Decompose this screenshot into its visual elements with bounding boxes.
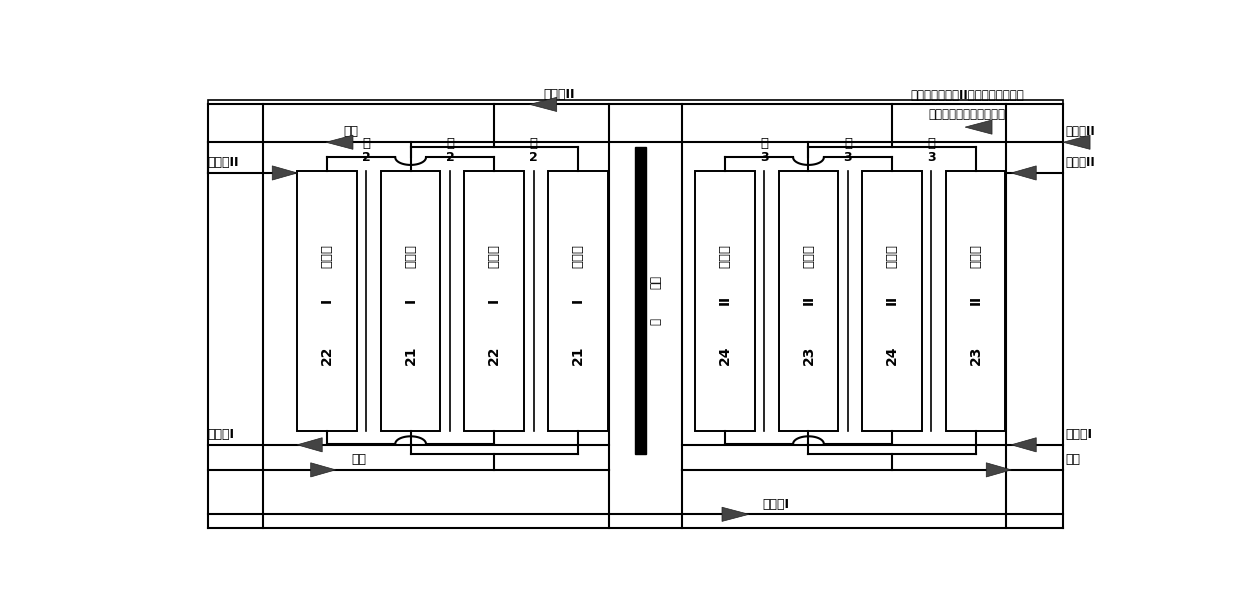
Text: 21: 21 [404,345,418,365]
Polygon shape [965,120,992,134]
Polygon shape [1012,438,1037,452]
Text: 3: 3 [928,151,936,164]
Text: 实心: 实心 [650,274,662,289]
Polygon shape [273,166,298,180]
Text: 板: 板 [650,319,662,325]
Text: 3: 3 [843,151,852,164]
Text: 扩散室: 扩散室 [885,244,899,268]
Text: Ⅰ: Ⅰ [487,298,501,303]
Polygon shape [298,438,322,452]
Bar [548,171,608,430]
Bar [696,171,755,430]
Text: 24: 24 [718,345,732,365]
Text: 渗析室: 渗析室 [802,244,815,268]
Text: 或原水与自来水的混合物: 或原水与自来水的混合物 [929,108,1006,121]
Bar [381,171,440,430]
Text: 2: 2 [362,151,371,164]
Text: 残酸: 残酸 [343,125,358,138]
Polygon shape [986,463,1012,477]
Text: 阴: 阴 [844,137,852,150]
Text: 自来水或渗析液II与自来水的混合物: 自来水或渗析液II与自来水的混合物 [910,89,1024,102]
Text: 21: 21 [570,345,585,365]
Bar [862,171,921,430]
Text: Ⅰ: Ⅰ [404,298,418,303]
Text: 阳: 阳 [529,137,538,150]
Text: 扩散室: 扩散室 [718,244,732,268]
Text: 原酸: 原酸 [351,453,366,466]
Bar [779,171,838,430]
Text: Ⅰ: Ⅰ [320,298,334,303]
Text: 3: 3 [760,151,769,164]
Polygon shape [326,135,353,149]
Text: 阳: 阳 [362,137,371,150]
Bar [635,147,646,454]
Text: 2: 2 [445,151,454,164]
Text: 渗析液II: 渗析液II [1065,125,1095,138]
Text: 扩散室: 扩散室 [487,244,501,268]
Text: 阳: 阳 [446,137,454,150]
Text: 扩散液I: 扩散液I [763,499,790,511]
Text: 扩散液I: 扩散液I [208,428,234,441]
Bar [298,171,357,430]
Text: 渗析液II: 渗析液II [543,88,575,101]
Text: 24: 24 [885,345,899,365]
Text: 渗析液II: 渗析液II [1065,156,1095,169]
Text: Ⅱ: Ⅱ [885,296,899,305]
Text: 渗析室: 渗析室 [970,244,982,268]
Bar [208,99,1063,529]
Polygon shape [722,507,749,521]
Text: Ⅱ: Ⅱ [718,296,732,305]
Text: 渗析室: 渗析室 [404,244,417,268]
Text: 23: 23 [968,345,982,365]
Text: 23: 23 [801,345,816,365]
Text: 22: 22 [487,345,501,365]
Text: 渗析液II: 渗析液II [208,156,239,169]
Text: 2: 2 [529,151,538,164]
Text: 扩散室: 扩散室 [320,244,334,268]
Polygon shape [529,97,557,112]
Text: 渗析室: 渗析室 [572,244,584,268]
Polygon shape [311,463,336,477]
Polygon shape [1063,135,1090,149]
Text: 22: 22 [320,345,334,365]
Text: Ⅱ: Ⅱ [801,296,816,305]
Text: 阴: 阴 [760,137,769,150]
Text: 产酸: 产酸 [1065,453,1080,466]
Text: Ⅱ: Ⅱ [968,296,982,305]
Text: 扩散液I: 扩散液I [1065,428,1092,441]
Bar [465,171,525,430]
Text: 阴: 阴 [928,137,935,150]
Text: Ⅰ: Ⅰ [570,298,585,303]
Bar [946,171,1006,430]
Polygon shape [1012,166,1037,180]
